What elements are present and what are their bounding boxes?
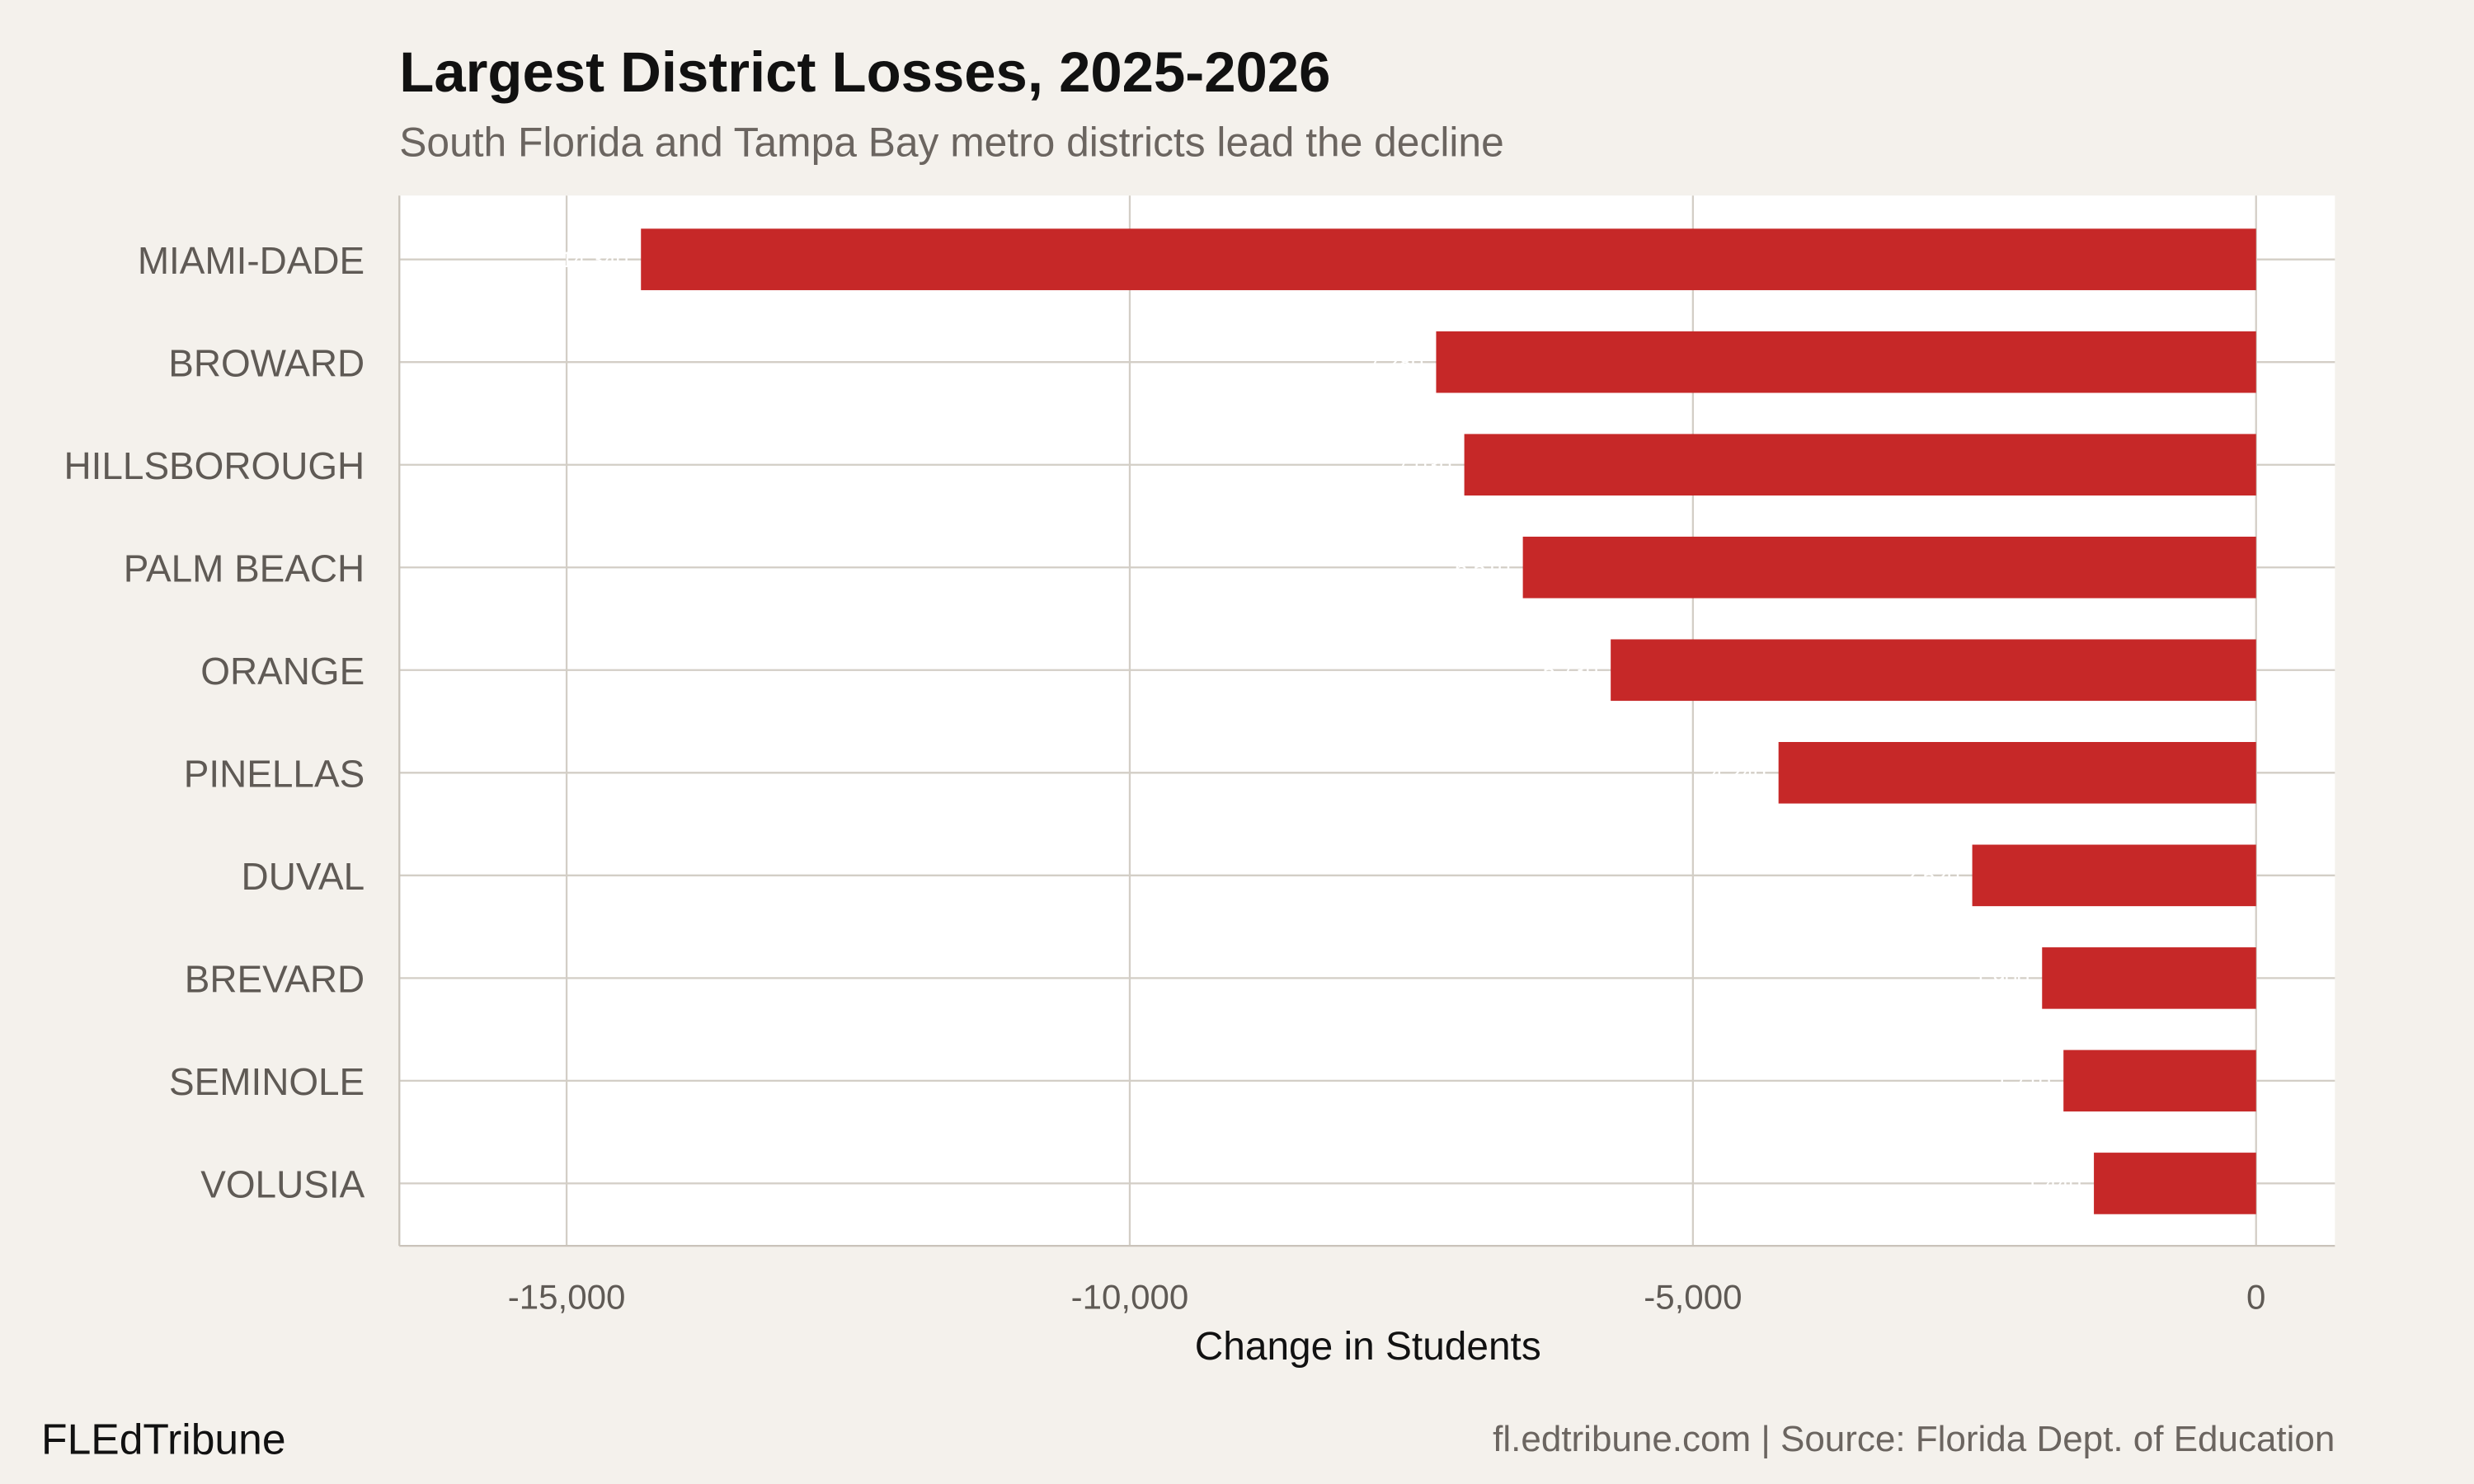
x-tick-label: -10,000: [1071, 1278, 1189, 1317]
bar-value-label: -6,510: [1447, 556, 1510, 580]
chart-title: Largest District Losses, 2025-2026: [399, 40, 1330, 104]
x-tick-labels: -15,000 -10,000 -5,000 0: [508, 1278, 2266, 1317]
bar: [641, 228, 2256, 290]
bar: [1464, 434, 2256, 496]
category-label: MIAMI-DADE: [138, 239, 365, 282]
category-label: ORANGE: [200, 650, 365, 693]
category-labels: MIAMI-DADE BROWARD HILLSBOROUGH PALM BEACH O…: [64, 239, 365, 1206]
bar: [2094, 1153, 2256, 1214]
x-tick-label: -15,000: [508, 1278, 626, 1317]
bars: -14,340 -7,280 -7,030 -6,510 -5,730 -4,240 -2,…: [553, 228, 2256, 1214]
category-label: DUVAL: [242, 855, 365, 898]
bar-value-label: -14,340: [553, 247, 628, 272]
bar: [1436, 331, 2256, 393]
bar-value-label: -1,710: [1988, 1068, 2051, 1093]
bar-value-label: -5,730: [1536, 658, 1598, 683]
bar: [2042, 947, 2256, 1009]
bar-value-label: -2,520: [1897, 863, 1959, 888]
bar: [1522, 536, 2256, 599]
x-axis-label: Change in Students: [1195, 1325, 1541, 1369]
bar: [2063, 1050, 2256, 1112]
category-label: HILLSBOROUGH: [64, 444, 365, 487]
chart-subtitle: South Florida and Tampa Bay metro distri…: [399, 119, 1503, 165]
category-label: VOLUSIA: [200, 1163, 365, 1206]
bar-value-label: -1,900: [1967, 966, 2030, 991]
bar-value-label: -1,440: [2019, 1172, 2081, 1196]
bar: [1611, 639, 2256, 702]
category-label: PALM BEACH: [124, 547, 365, 589]
bar: [1778, 742, 2256, 804]
category-label: BROWARD: [168, 341, 365, 384]
brand-logo-text: FLEdTribune: [41, 1416, 286, 1463]
source-caption: fl.edtribune.com | Source: Florida Dept.…: [1493, 1419, 2335, 1459]
category-label: SEMINOLE: [169, 1060, 365, 1103]
x-tick-label: -5,000: [1644, 1278, 1742, 1317]
bar-value-label: -7,280: [1361, 350, 1423, 375]
bar-value-label: -7,030: [1389, 453, 1451, 477]
category-label: PINELLAS: [184, 753, 365, 796]
bar-value-label: -4,240: [1703, 761, 1766, 786]
bar: [1972, 844, 2256, 907]
category-label: BREVARD: [185, 958, 365, 1001]
x-tick-label: 0: [2246, 1278, 2265, 1317]
